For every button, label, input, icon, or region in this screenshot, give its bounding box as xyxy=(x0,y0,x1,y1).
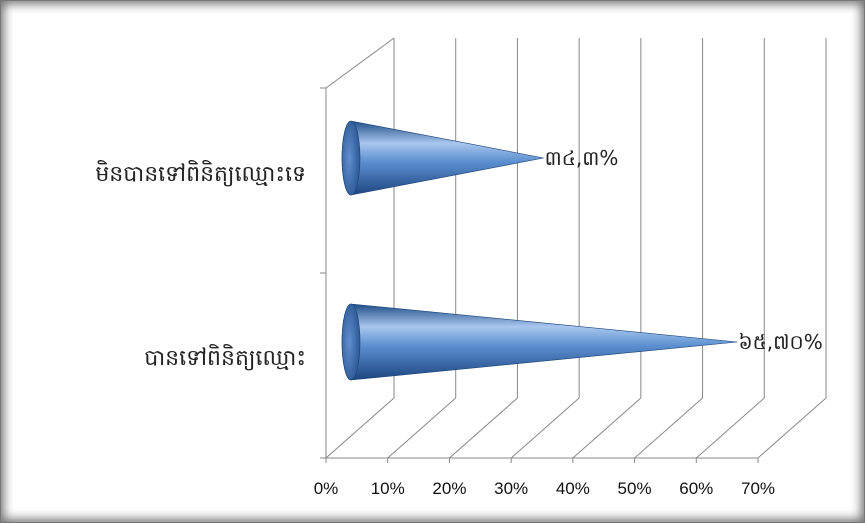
cone-base xyxy=(341,303,361,381)
x-tick-label: 20% xyxy=(432,479,466,498)
floor-gridline xyxy=(325,397,395,459)
cone-bar xyxy=(341,120,544,196)
floor-gridline xyxy=(510,397,580,459)
floor-gridline xyxy=(387,397,457,459)
cone-base xyxy=(341,120,361,196)
x-tick-label: 70% xyxy=(741,479,775,498)
category-label: មិនបានទៅពិនិត្យឈ្មោះទេ xyxy=(95,160,306,187)
floor-gridline xyxy=(695,397,765,459)
floor-gridline xyxy=(572,397,642,459)
x-tick-label: 30% xyxy=(494,479,528,498)
x-tick-label: 10% xyxy=(371,479,405,498)
cone-bar xyxy=(341,303,738,381)
x-tick-label: 0% xyxy=(314,479,339,498)
x-tick-label: 60% xyxy=(679,479,713,498)
floor-gridline xyxy=(634,397,703,459)
data-label: ៦៥,៧០% xyxy=(738,330,822,354)
floor-gridline xyxy=(449,397,518,459)
x-tick-label: 40% xyxy=(556,479,590,498)
data-label: ៣៤,៣% xyxy=(545,146,619,170)
floor-gridline xyxy=(757,397,827,459)
category-label: បានទៅពិនិត្យឈ្មោះ xyxy=(144,344,306,371)
left-wall-top-edge xyxy=(325,37,395,89)
x-tick-label: 50% xyxy=(618,479,652,498)
